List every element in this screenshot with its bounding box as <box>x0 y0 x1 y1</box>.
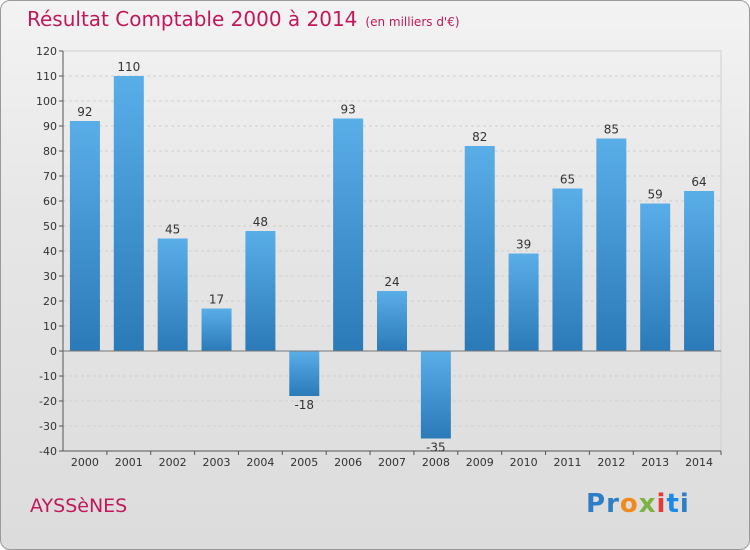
chart-title-text: Résultat Comptable 2000 à 2014 <box>27 7 358 31</box>
y-tick-label: -10 <box>39 370 57 383</box>
data-label: 45 <box>165 223 180 237</box>
data-label: 93 <box>340 103 355 117</box>
x-tick-label: 2004 <box>246 456 274 469</box>
bar <box>69 121 100 351</box>
data-label: 110 <box>117 60 140 74</box>
x-tick-label: 2009 <box>466 456 494 469</box>
x-tick-label: 2010 <box>510 456 538 469</box>
data-label: 39 <box>516 238 531 252</box>
chart-title-unit: (en milliers d'€) <box>365 15 460 29</box>
data-label: 85 <box>604 123 619 137</box>
data-label: 64 <box>691 175 706 189</box>
data-label: 59 <box>648 188 663 202</box>
x-tick-label: 2006 <box>334 456 362 469</box>
x-tick-label: 2001 <box>115 456 143 469</box>
bar <box>464 146 495 351</box>
x-tick-label: 2002 <box>159 456 187 469</box>
y-tick-label: 60 <box>43 195 57 208</box>
x-tick-label: 2005 <box>290 456 318 469</box>
bar <box>552 188 583 351</box>
data-label: 17 <box>209 293 224 307</box>
y-tick-label: 90 <box>43 120 57 133</box>
y-tick-label: 110 <box>36 70 57 83</box>
data-label: 24 <box>384 275 399 289</box>
y-tick-label: 120 <box>36 45 57 58</box>
y-tick-label: -40 <box>39 445 57 458</box>
y-tick-label: 0 <box>50 345 57 358</box>
y-tick-label: 80 <box>43 145 57 158</box>
chart-title: Résultat Comptable 2000 à 2014 (en millie… <box>27 7 460 31</box>
bar <box>508 253 539 351</box>
bars <box>69 76 715 439</box>
x-tick-label: 2013 <box>641 456 669 469</box>
x-tick-label: 2008 <box>422 456 450 469</box>
data-label: -35 <box>426 441 446 455</box>
bar <box>684 191 715 351</box>
data-label: 65 <box>560 173 575 187</box>
data-label: -18 <box>294 398 314 412</box>
bar <box>420 351 451 439</box>
x-tick-label: 2003 <box>203 456 231 469</box>
bar <box>640 203 671 351</box>
y-tick-label: -20 <box>39 395 57 408</box>
x-tick-label: 2000 <box>71 456 99 469</box>
y-tick-label: 50 <box>43 220 57 233</box>
bar <box>289 351 320 396</box>
y-tick-label: 40 <box>43 245 57 258</box>
x-tick-label: 2012 <box>597 456 625 469</box>
bar <box>201 308 232 351</box>
axes <box>59 50 722 455</box>
bar <box>596 138 627 351</box>
bar <box>113 76 144 351</box>
y-tick-label: 100 <box>36 95 57 108</box>
bar <box>245 231 276 351</box>
bar <box>377 291 407 351</box>
x-tick-label: 2007 <box>378 456 406 469</box>
proxiti-logo: Proxiti <box>586 489 690 519</box>
data-label: 92 <box>77 105 92 119</box>
labels: -40 -30 -20 -10 0 10 20 30 40 50 60 70 80 90 100 110 120… <box>36 45 713 469</box>
data-label: 82 <box>472 130 487 144</box>
x-tick-label: 2011 <box>553 456 581 469</box>
bar <box>333 118 364 351</box>
y-tick-label: 10 <box>43 320 57 333</box>
y-tick-label: 70 <box>43 170 57 183</box>
y-tick-label: 30 <box>43 270 57 283</box>
bar <box>157 238 188 351</box>
x-tick-label: 2014 <box>685 456 713 469</box>
data-label: 48 <box>253 215 268 229</box>
y-tick-label: -30 <box>39 420 57 433</box>
y-tick-label: 20 <box>43 295 57 308</box>
commune-name: AYSSèNES <box>30 495 128 517</box>
